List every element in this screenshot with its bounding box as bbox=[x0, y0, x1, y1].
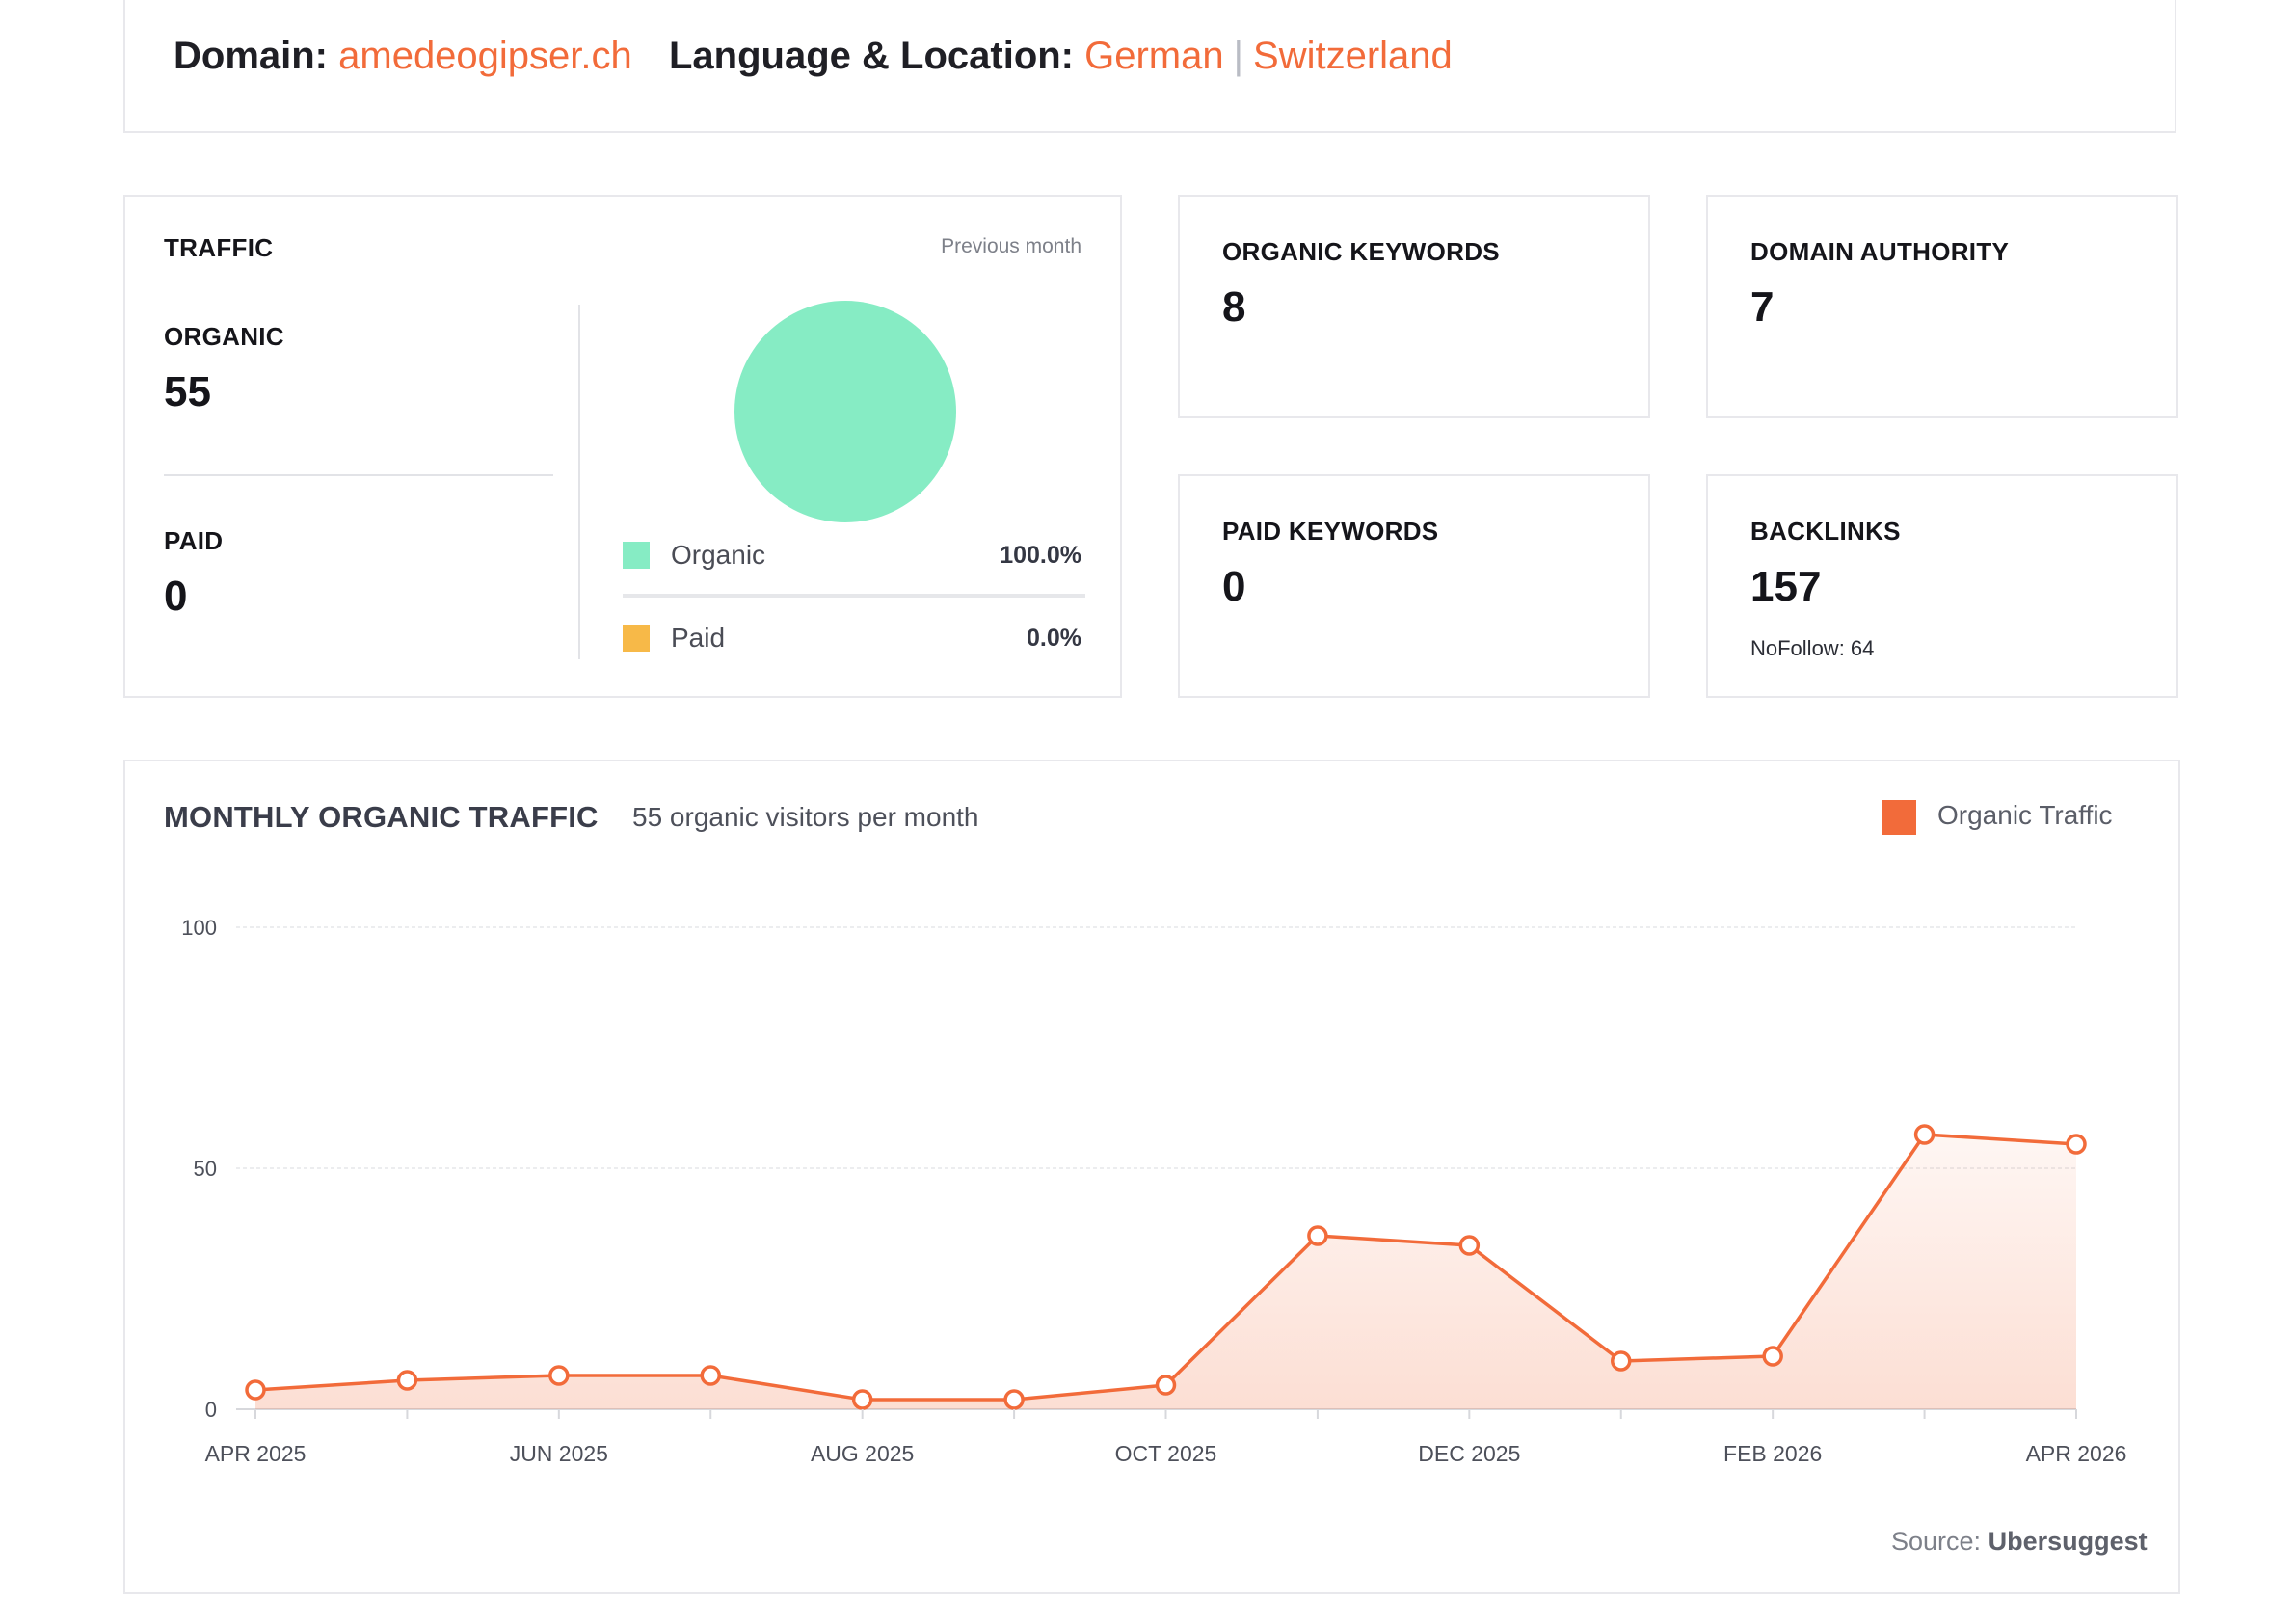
paid-keywords-label: PAID KEYWORDS bbox=[1222, 517, 1439, 546]
data-point-apr-2026[interactable] bbox=[2066, 1134, 2087, 1155]
traffic-divider bbox=[164, 474, 553, 476]
organic-keywords-card[interactable]: ORGANIC KEYWORDS 8 bbox=[1178, 195, 1650, 418]
chart-title: MONTHLY ORGANIC TRAFFIC bbox=[164, 800, 599, 834]
x-tick-label: APR 2026 bbox=[2026, 1441, 2127, 1466]
domain-value[interactable]: amedeogipser.ch bbox=[338, 35, 632, 77]
data-point-jan-2026[interactable] bbox=[1611, 1350, 1632, 1372]
organic-traffic-value: 55 bbox=[164, 368, 211, 415]
x-tick-label: FEB 2026 bbox=[1723, 1441, 1822, 1466]
organic-traffic-legend-swatch[interactable] bbox=[1882, 800, 1916, 835]
domain-info: Domain: amedeogipser.ch bbox=[174, 35, 632, 78]
paid-keywords-value: 0 bbox=[1222, 563, 1246, 610]
data-point-nov-2025[interactable] bbox=[1307, 1225, 1328, 1246]
language-location-info: Language & Location: German | Switzerland bbox=[669, 35, 1453, 78]
domain-authority-card[interactable]: DOMAIN AUTHORITY 7 bbox=[1706, 195, 2178, 418]
data-point-feb-2026[interactable] bbox=[1762, 1346, 1783, 1367]
paid-traffic-value: 0 bbox=[164, 573, 188, 620]
source-name[interactable]: Ubersuggest bbox=[1988, 1527, 2148, 1556]
x-tick-label: JUN 2025 bbox=[510, 1441, 608, 1466]
data-point-oct-2025[interactable] bbox=[1155, 1375, 1177, 1396]
data-point-apr-2025[interactable] bbox=[245, 1379, 266, 1401]
source-prefix: Source: bbox=[1891, 1527, 1982, 1556]
domain-authority-value: 7 bbox=[1750, 283, 1775, 331]
organic-legend-label: Organic bbox=[671, 540, 766, 570]
paid-legend-percent: 0.0% bbox=[1027, 625, 1081, 652]
paid-traffic-label: PAID bbox=[164, 526, 224, 555]
y-tick-label: 100 bbox=[181, 916, 217, 940]
x-tick-label: AUG 2025 bbox=[811, 1441, 914, 1466]
backlinks-card[interactable]: BACKLINKS 157 NoFollow: 64 bbox=[1706, 474, 2178, 698]
traffic-pie-chart bbox=[734, 301, 956, 522]
traffic-card: TRAFFIC Previous month ORGANIC 55 PAID 0… bbox=[123, 195, 1122, 698]
location-value[interactable]: Switzerland bbox=[1253, 35, 1453, 77]
y-tick-label: 0 bbox=[205, 1398, 217, 1422]
paid-keywords-card[interactable]: PAID KEYWORDS 0 bbox=[1178, 474, 1650, 698]
backlinks-label: BACKLINKS bbox=[1750, 517, 1901, 546]
x-tick-label: OCT 2025 bbox=[1115, 1441, 1217, 1466]
x-tick-label: DEC 2025 bbox=[1418, 1441, 1520, 1466]
paid-legend-label: Paid bbox=[671, 623, 726, 653]
traffic-period: Previous month bbox=[941, 235, 1081, 257]
series-area-organic-traffic bbox=[255, 1135, 2076, 1409]
organic-traffic-legend-label[interactable]: Organic Traffic bbox=[1937, 800, 2113, 830]
data-point-jul-2025[interactable] bbox=[700, 1365, 721, 1386]
chart-subtitle: 55 organic visitors per month bbox=[632, 802, 979, 832]
pie-slice-organic[interactable] bbox=[734, 301, 956, 522]
backlinks-nofollow: NoFollow: 64 bbox=[1750, 636, 1875, 660]
data-point-may-2025[interactable] bbox=[396, 1370, 418, 1391]
monthly-organic-traffic-card: 0 50 100 APR 2025 JUN 2025 AUG 2025 OCT 2025 DE… bbox=[123, 760, 2180, 1594]
organic-legend-percent: 100.0% bbox=[1000, 542, 1081, 569]
organic-keywords-label: ORGANIC KEYWORDS bbox=[1222, 237, 1500, 266]
organic-keywords-value: 8 bbox=[1222, 283, 1246, 331]
traffic-vertical-divider bbox=[578, 305, 580, 659]
language-location-separator: | bbox=[1233, 35, 1244, 77]
organic-traffic-line-chart: 0 50 100 APR 2025 JUN 2025 AUG 2025 OCT 2025 DE… bbox=[181, 916, 2127, 1466]
organic-legend-swatch bbox=[623, 542, 650, 569]
traffic-title: TRAFFIC bbox=[164, 233, 274, 262]
domain-label: Domain: bbox=[174, 35, 328, 77]
language-value[interactable]: German bbox=[1084, 35, 1224, 77]
domain-header: Domain: amedeogipser.ch Language & Locat… bbox=[123, 0, 2176, 133]
data-point-mar-2026[interactable] bbox=[1913, 1124, 1936, 1145]
data-point-jun-2025[interactable] bbox=[548, 1365, 570, 1386]
language-location-label: Language & Location: bbox=[669, 35, 1074, 77]
data-point-dec-2025[interactable] bbox=[1458, 1235, 1481, 1256]
data-point-sep-2025[interactable] bbox=[1003, 1389, 1025, 1410]
organic-traffic-label: ORGANIC bbox=[164, 322, 284, 351]
data-point-aug-2025[interactable] bbox=[851, 1389, 873, 1410]
y-tick-label: 50 bbox=[194, 1157, 217, 1181]
backlinks-value: 157 bbox=[1750, 563, 1822, 610]
chart-source: Source: Ubersuggest bbox=[1891, 1527, 2148, 1557]
domain-authority-label: DOMAIN AUTHORITY bbox=[1750, 237, 2010, 266]
x-tick-label: APR 2025 bbox=[205, 1441, 307, 1466]
paid-legend-swatch bbox=[623, 625, 650, 652]
legend-divider bbox=[623, 594, 1085, 598]
